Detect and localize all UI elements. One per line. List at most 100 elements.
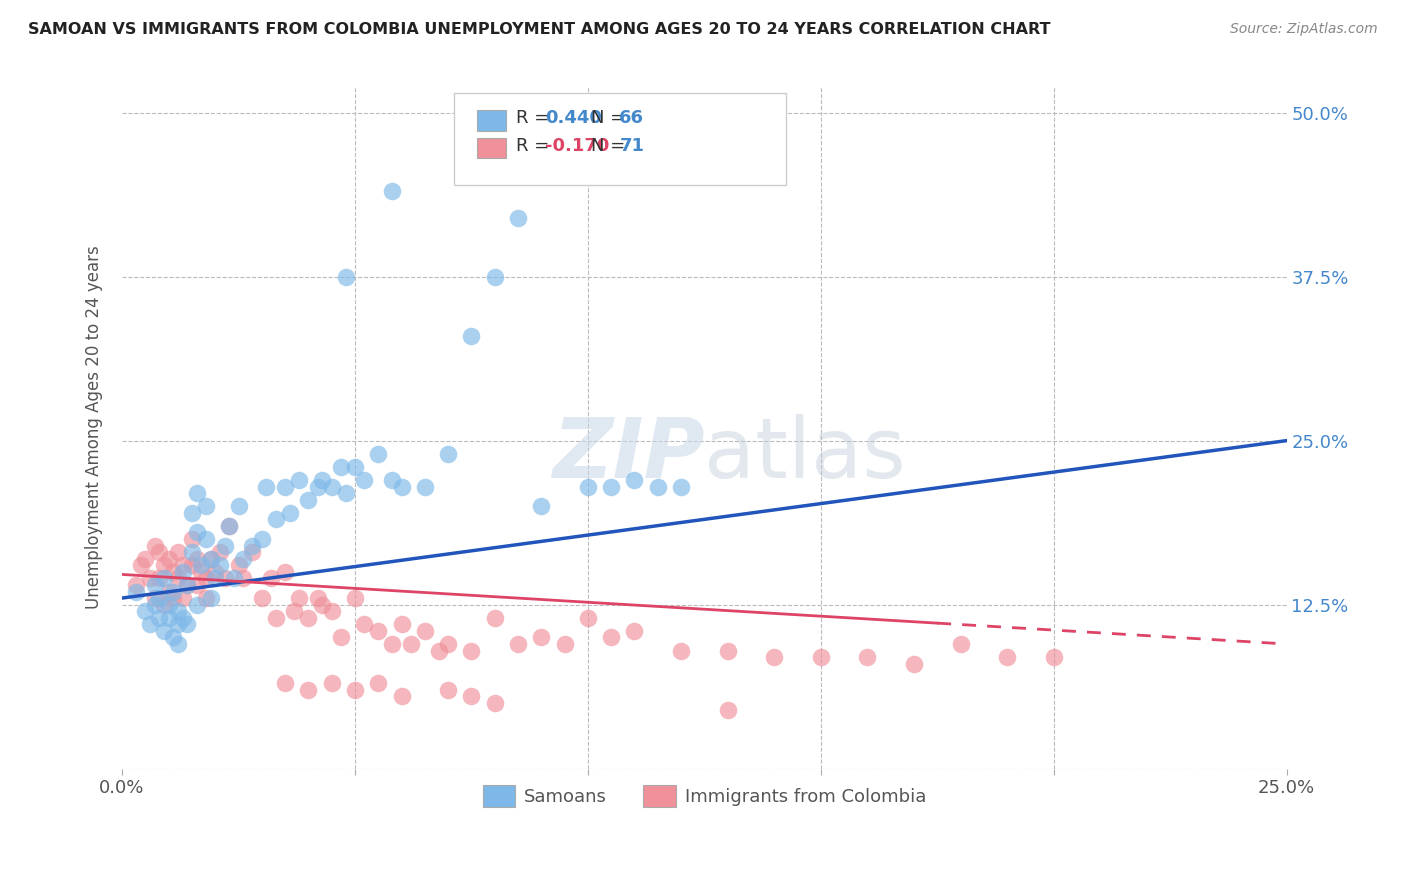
Point [437,447,460,461]
Point [181,506,204,520]
Point [153,571,176,585]
Point [148,571,170,585]
Point [242,545,264,559]
Point [143,539,166,553]
Point [335,269,357,284]
Point [153,598,176,612]
Point [176,578,198,592]
Point [321,479,343,493]
Point [172,565,194,579]
Point [391,617,413,632]
Point [143,598,166,612]
Point [190,558,212,573]
Point [218,519,240,533]
Point [399,637,422,651]
Point [600,479,623,493]
Point [530,500,553,514]
Point [554,637,576,651]
Point [484,696,506,710]
Point [995,650,1018,665]
Point [214,539,236,553]
Point [669,479,692,493]
Text: Source: ZipAtlas.com: Source: ZipAtlas.com [1230,22,1378,37]
Point [181,532,204,546]
Point [162,591,184,605]
Point [288,473,311,487]
Point [343,591,366,605]
Point [200,551,222,566]
Point [274,565,297,579]
Point [283,604,305,618]
Point [381,473,404,487]
Point [297,682,319,697]
Point [157,598,180,612]
Point [949,637,972,651]
Point [413,479,436,493]
Point [157,584,180,599]
Point [264,611,287,625]
Point [763,650,786,665]
Text: 0.440: 0.440 [544,110,602,128]
Point [506,637,529,651]
Point [139,617,162,632]
Point [288,591,311,605]
Point [717,643,740,657]
Point [167,637,190,651]
Text: ZIP: ZIP [551,414,704,495]
Point [264,512,287,526]
Point [903,657,925,671]
Point [381,637,404,651]
Point [208,545,231,559]
Point [148,591,170,605]
Point [367,676,389,690]
Point [576,611,599,625]
Point [176,617,198,632]
Point [717,703,740,717]
Point [343,682,366,697]
Point [307,479,329,493]
Point [669,643,692,657]
Point [232,571,254,585]
Point [1042,650,1064,665]
Point [186,551,208,566]
Point [153,558,176,573]
Point [167,617,190,632]
Point [157,611,180,625]
Point [413,624,436,638]
Point [172,611,194,625]
Point [204,571,226,585]
Point [260,571,283,585]
Point [330,631,353,645]
Point [391,690,413,704]
Point [228,558,250,573]
Point [167,604,190,618]
Text: 66: 66 [619,110,644,128]
Point [367,447,389,461]
Point [143,578,166,592]
Point [335,486,357,500]
Point [576,479,599,493]
Point [167,545,190,559]
Point [222,571,245,585]
Point [460,328,482,343]
Point [810,650,832,665]
Point [353,473,375,487]
Point [274,479,297,493]
Point [200,591,222,605]
Point [200,551,222,566]
Point [460,690,482,704]
Point [242,539,264,553]
Point [181,545,204,559]
Point [143,591,166,605]
FancyBboxPatch shape [477,137,506,158]
Point [125,578,148,592]
Point [125,584,148,599]
Point [157,551,180,566]
Point [139,571,162,585]
Text: SAMOAN VS IMMIGRANTS FROM COLOMBIA UNEMPLOYMENT AMONG AGES 20 TO 24 YEARS CORREL: SAMOAN VS IMMIGRANTS FROM COLOMBIA UNEMP… [28,22,1050,37]
Point [278,506,301,520]
Point [181,558,204,573]
Point [856,650,879,665]
Point [218,519,240,533]
Point [153,624,176,638]
